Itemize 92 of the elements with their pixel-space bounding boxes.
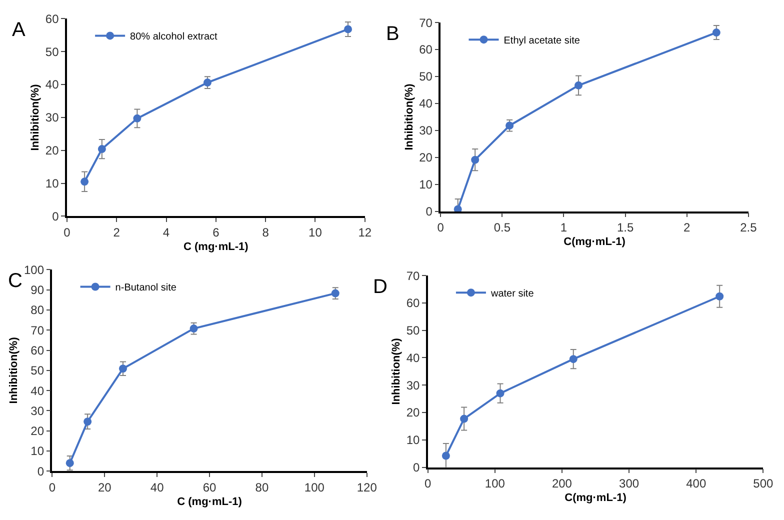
x-tick-label: 400: [686, 476, 706, 490]
legend-label: water site: [490, 288, 534, 300]
y-tick-label: 20: [419, 150, 433, 165]
x-axis-title: C (mg·mL-1): [184, 241, 249, 254]
text: C: [8, 270, 22, 292]
text: A: [12, 19, 26, 41]
y-tick-label: 40: [45, 78, 60, 92]
x-tick-label: 300: [619, 476, 640, 490]
x-tick-label: 120: [356, 480, 378, 494]
x-tick-label: 1: [560, 220, 568, 234]
y-tick-label: 30: [419, 124, 433, 138]
y-tick-label: 50: [419, 70, 433, 84]
x-tick-label: 1.5: [616, 220, 634, 234]
point: [712, 28, 720, 37]
y-tick-label: 60: [45, 12, 60, 26]
x-tick-label: 10: [308, 225, 322, 240]
y-tick-label: 100: [24, 262, 44, 277]
legend-label: n-Butanol site: [115, 282, 177, 294]
y-tick-label: 0: [413, 460, 420, 474]
x-tick-label: 500: [753, 476, 774, 490]
point: [190, 324, 198, 333]
y-tick-label: 30: [30, 404, 44, 418]
point: [442, 452, 450, 460]
x-tick-label: 80: [255, 480, 269, 494]
legend-label: 80% alcohol extract: [130, 32, 218, 43]
point: [506, 122, 514, 130]
y-tick-label: 80: [30, 303, 44, 318]
x-tick-label: 200: [552, 476, 572, 490]
y-axis-title: Inhibition(%): [390, 338, 402, 405]
y-tick-label: 0: [52, 209, 60, 224]
x-tick-label: 8: [262, 225, 270, 240]
y-tick-label: 20: [406, 406, 420, 420]
y-tick-label: 40: [419, 96, 433, 111]
point: [118, 364, 127, 373]
x-tick-label: 2: [684, 220, 691, 234]
point: [133, 114, 142, 122]
y-tick-label: 30: [45, 110, 60, 125]
y-tick-label: 50: [45, 44, 60, 59]
point: [460, 414, 468, 423]
y-axis-title: Inhibition(%): [8, 336, 20, 404]
point: [716, 292, 724, 300]
point: [569, 355, 578, 364]
point: [471, 156, 480, 164]
x-tick-label: 100: [484, 476, 506, 490]
y-tick-label: 10: [45, 176, 60, 190]
x-tick-label: 0: [437, 220, 444, 234]
y-tick-label: 10: [406, 433, 420, 448]
y-tick-label: 40: [406, 350, 420, 365]
y-tick-label: 10: [419, 178, 433, 192]
x-tick-label: 100: [304, 480, 325, 494]
y-tick-label: 0: [426, 204, 433, 219]
text: B: [386, 23, 400, 45]
y-tick-label: 20: [45, 144, 60, 158]
x-axis-title: C(mg·mL-1): [564, 236, 626, 248]
y-tick-label: 10: [30, 444, 44, 458]
point: [80, 178, 89, 186]
y-tick-label: 60: [406, 296, 420, 310]
x-tick-label: 40: [150, 480, 164, 494]
legend-label: Ethyl acetate site: [504, 36, 580, 46]
y-axis-title: Inhibition(%): [30, 84, 42, 151]
y-tick-label: 30: [406, 378, 420, 392]
x-axis-title: C(mg·mL-1): [564, 492, 627, 504]
y-axis-title: Inhibition(%): [403, 83, 416, 150]
x-tick-label: 0: [64, 225, 71, 240]
point: [344, 25, 352, 34]
point: [66, 459, 74, 468]
y-tick-label: 50: [406, 324, 420, 338]
text: D: [373, 276, 388, 298]
x-tick-label: 2.5: [740, 220, 758, 234]
y-tick-label: 70: [406, 268, 420, 283]
y-tick-label: 70: [30, 323, 44, 338]
x-tick-label: 12: [358, 225, 372, 240]
point: [84, 418, 92, 426]
y-tick-label: 70: [419, 16, 433, 30]
point: [574, 81, 583, 90]
x-tick-label: 6: [212, 225, 220, 240]
x-tick-label: 2: [113, 225, 120, 240]
y-tick-label: 20: [30, 424, 44, 438]
x-tick-label: 60: [202, 480, 217, 494]
x-axis-title: C (mg·mL-1): [177, 496, 242, 508]
point: [203, 78, 212, 87]
y-tick-label: 50: [30, 364, 44, 378]
y-tick-label: 40: [30, 384, 44, 398]
x-tick-label: 20: [98, 480, 112, 494]
y-tick-label: 90: [30, 283, 44, 298]
y-tick-label: 60: [30, 344, 44, 358]
y-tick-label: 0: [37, 464, 44, 478]
x-tick-label: 4: [162, 225, 170, 240]
x-tick-label: 0.5: [494, 220, 511, 234]
point: [496, 389, 504, 398]
point: [98, 145, 106, 154]
y-tick-label: 60: [419, 42, 433, 57]
